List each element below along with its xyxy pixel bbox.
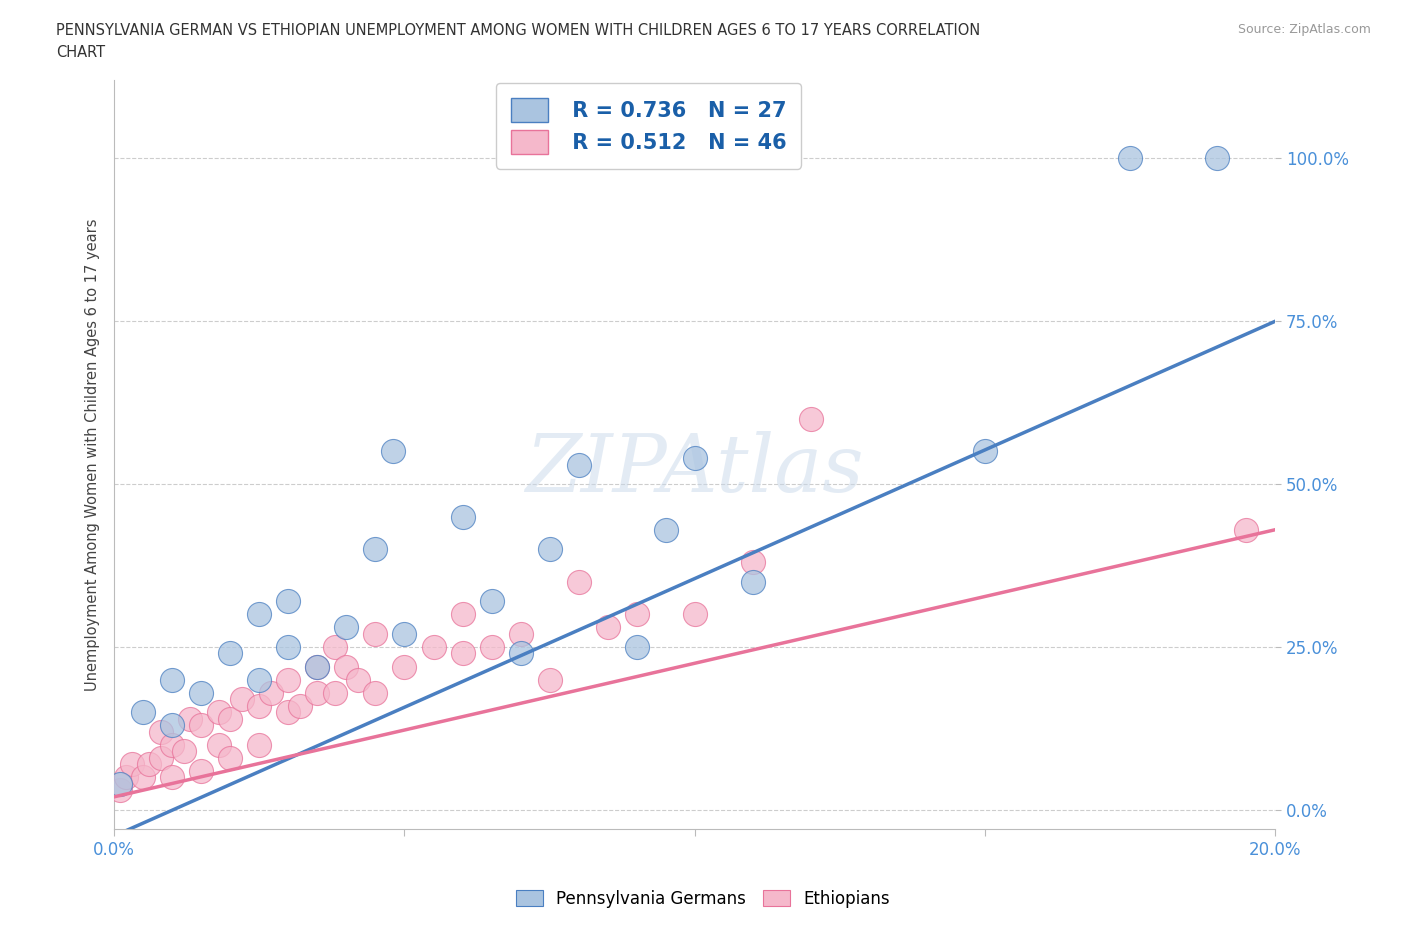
Point bbox=[481, 640, 503, 655]
Point bbox=[626, 607, 648, 622]
Point bbox=[307, 685, 329, 700]
Point bbox=[347, 672, 370, 687]
Point bbox=[364, 685, 387, 700]
Point bbox=[394, 659, 416, 674]
Point bbox=[323, 640, 346, 655]
Point bbox=[1119, 151, 1142, 166]
Point bbox=[114, 770, 136, 785]
Point bbox=[190, 685, 212, 700]
Point bbox=[538, 672, 561, 687]
Point bbox=[121, 757, 143, 772]
Point bbox=[247, 737, 270, 752]
Point bbox=[277, 594, 299, 609]
Point bbox=[381, 444, 404, 458]
Point bbox=[596, 620, 619, 635]
Point bbox=[162, 718, 184, 733]
Point bbox=[394, 627, 416, 642]
Point bbox=[208, 705, 231, 720]
Point bbox=[451, 607, 474, 622]
Point bbox=[323, 685, 346, 700]
Point bbox=[231, 692, 253, 707]
Point bbox=[335, 620, 357, 635]
Point bbox=[307, 659, 329, 674]
Point bbox=[451, 646, 474, 661]
Point bbox=[277, 705, 299, 720]
Point bbox=[138, 757, 160, 772]
Point bbox=[208, 737, 231, 752]
Text: ZIPAtlas: ZIPAtlas bbox=[526, 431, 865, 509]
Legend:  R = 0.736   N = 27,  R = 0.512   N = 46: R = 0.736 N = 27, R = 0.512 N = 46 bbox=[496, 83, 801, 168]
Point bbox=[179, 711, 201, 726]
Point bbox=[800, 411, 823, 426]
Point bbox=[626, 640, 648, 655]
Point bbox=[277, 640, 299, 655]
Point bbox=[132, 770, 155, 785]
Point bbox=[190, 718, 212, 733]
Point bbox=[568, 575, 591, 590]
Point bbox=[1234, 523, 1257, 538]
Point bbox=[162, 737, 184, 752]
Point bbox=[162, 770, 184, 785]
Y-axis label: Unemployment Among Women with Children Ages 6 to 17 years: Unemployment Among Women with Children A… bbox=[86, 219, 100, 691]
Point bbox=[741, 575, 763, 590]
Point bbox=[741, 555, 763, 570]
Text: CHART: CHART bbox=[56, 45, 105, 60]
Point bbox=[538, 542, 561, 557]
Point bbox=[335, 659, 357, 674]
Point bbox=[219, 646, 242, 661]
Point bbox=[108, 783, 131, 798]
Point bbox=[173, 744, 195, 759]
Point bbox=[132, 705, 155, 720]
Point bbox=[219, 751, 242, 765]
Point bbox=[1206, 151, 1229, 166]
Point bbox=[509, 646, 531, 661]
Point bbox=[422, 640, 444, 655]
Point bbox=[260, 685, 283, 700]
Point bbox=[108, 777, 131, 791]
Text: PENNSYLVANIA GERMAN VS ETHIOPIAN UNEMPLOYMENT AMONG WOMEN WITH CHILDREN AGES 6 T: PENNSYLVANIA GERMAN VS ETHIOPIAN UNEMPLO… bbox=[56, 23, 980, 38]
Point bbox=[451, 510, 474, 525]
Point bbox=[509, 627, 531, 642]
Text: Source: ZipAtlas.com: Source: ZipAtlas.com bbox=[1237, 23, 1371, 36]
Point bbox=[683, 607, 706, 622]
Point bbox=[219, 711, 242, 726]
Point bbox=[481, 594, 503, 609]
Point bbox=[364, 627, 387, 642]
Point bbox=[247, 607, 270, 622]
Point bbox=[149, 724, 172, 739]
Point bbox=[655, 523, 678, 538]
Point bbox=[190, 764, 212, 778]
Point bbox=[277, 672, 299, 687]
Point bbox=[247, 672, 270, 687]
Point bbox=[568, 457, 591, 472]
Point bbox=[247, 698, 270, 713]
Point bbox=[364, 542, 387, 557]
Point bbox=[162, 672, 184, 687]
Point bbox=[307, 659, 329, 674]
Point bbox=[683, 450, 706, 465]
Point bbox=[288, 698, 311, 713]
Point bbox=[149, 751, 172, 765]
Legend: Pennsylvania Germans, Ethiopians: Pennsylvania Germans, Ethiopians bbox=[510, 883, 896, 914]
Point bbox=[974, 444, 997, 458]
